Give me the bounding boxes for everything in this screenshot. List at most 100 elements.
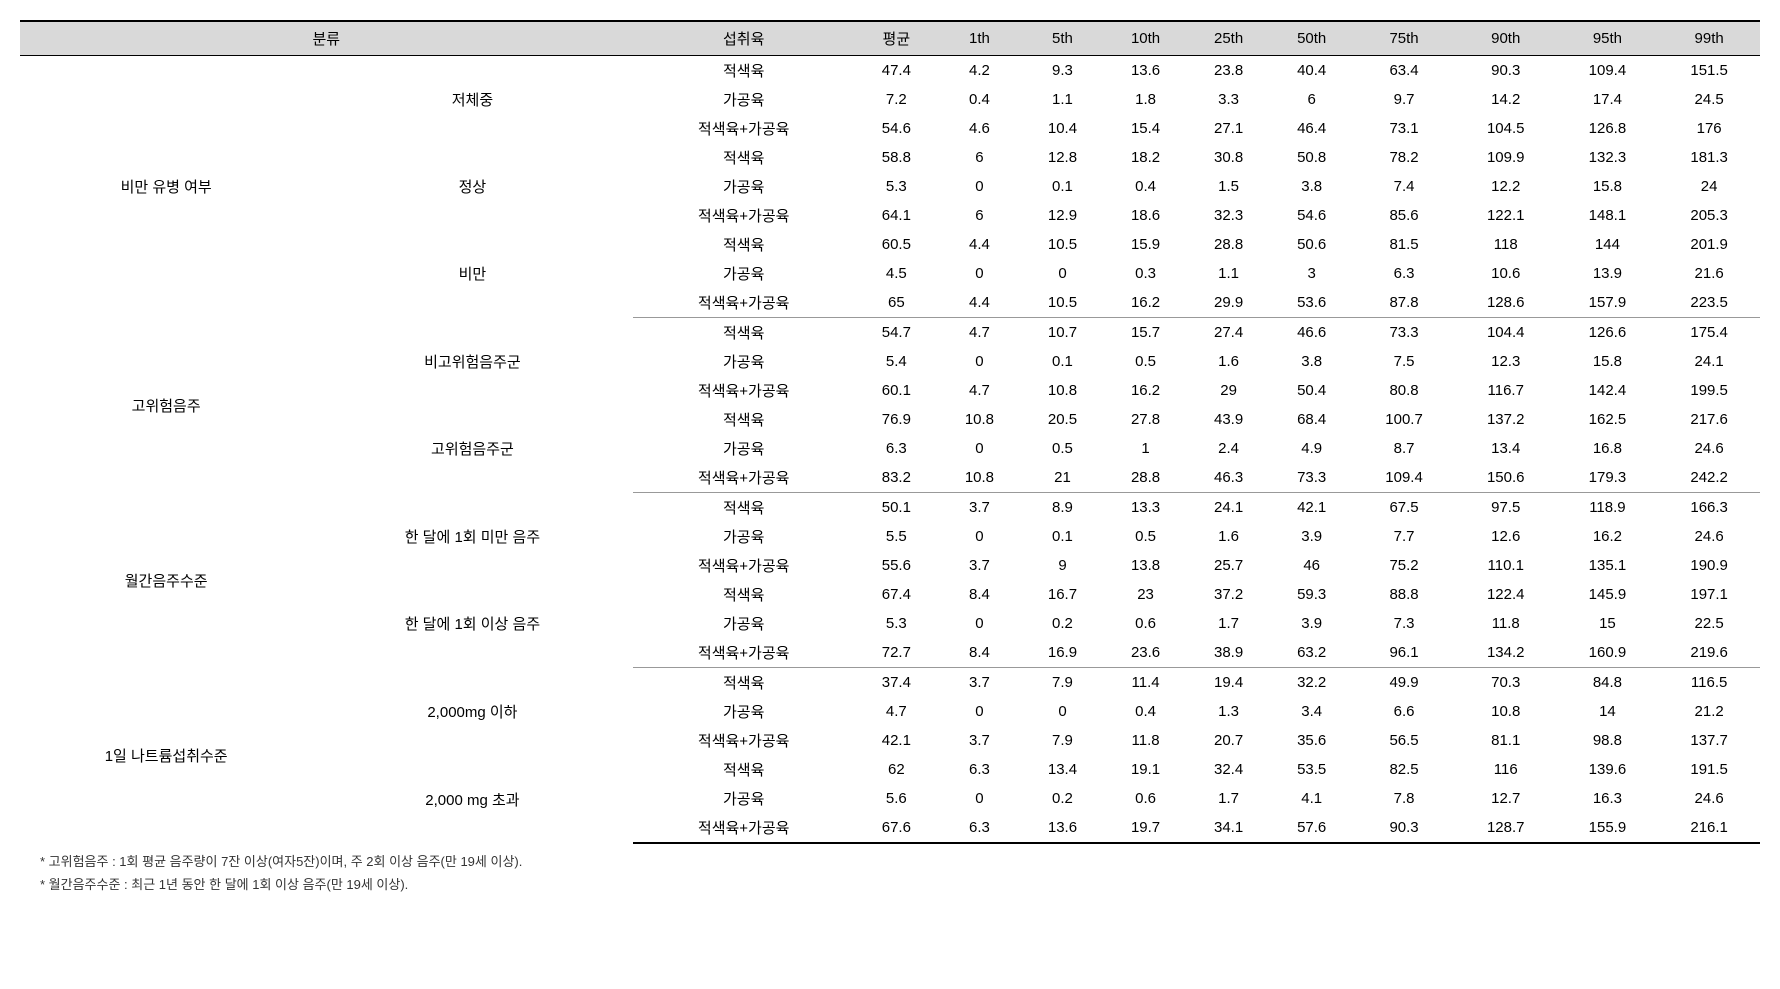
value-cell: 32.2 [1270,668,1353,698]
meat-type-cell: 적색육+가공육 [633,726,855,755]
value-cell: 4.4 [938,288,1021,318]
header-p95: 95th [1557,21,1659,56]
value-cell: 46 [1270,551,1353,580]
value-cell: 1.5 [1187,172,1270,201]
value-cell: 197.1 [1658,580,1760,609]
value-cell: 21.2 [1658,697,1760,726]
value-cell: 6.3 [855,434,938,463]
value-cell: 97.5 [1455,493,1557,523]
value-cell: 46.4 [1270,114,1353,143]
value-cell: 179.3 [1557,463,1659,493]
value-cell: 1.7 [1187,609,1270,638]
value-cell: 10.7 [1021,318,1104,348]
value-cell: 12.8 [1021,143,1104,172]
value-cell: 19.1 [1104,755,1187,784]
value-cell: 57.6 [1270,813,1353,843]
value-cell: 217.6 [1658,405,1760,434]
value-cell: 0 [938,522,1021,551]
value-cell: 1 [1104,434,1187,463]
value-cell: 7.9 [1021,668,1104,698]
value-cell: 32.4 [1187,755,1270,784]
value-cell: 13.4 [1021,755,1104,784]
value-cell: 6 [938,201,1021,230]
value-cell: 14.2 [1455,85,1557,114]
value-cell: 27.8 [1104,405,1187,434]
value-cell: 2.4 [1187,434,1270,463]
value-cell: 0 [1021,697,1104,726]
value-cell: 3.7 [938,668,1021,698]
value-cell: 4.2 [938,56,1021,86]
value-cell: 96.1 [1353,638,1455,668]
value-cell: 0.4 [1104,697,1187,726]
table-row: 비만 유병 여부저체중적색육47.44.29.313.623.840.463.4… [20,56,1760,86]
value-cell: 162.5 [1557,405,1659,434]
value-cell: 13.6 [1104,56,1187,86]
value-cell: 109.4 [1353,463,1455,493]
footnote-2: * 월간음주수준 : 최근 1년 동안 한 달에 1회 이상 음주(만 19세 … [40,875,1760,896]
value-cell: 82.5 [1353,755,1455,784]
value-cell: 0 [1021,259,1104,288]
value-cell: 23 [1104,580,1187,609]
footnote-1: * 고위험음주 : 1회 평균 음주량이 7잔 이상(여자5잔)이며, 주 2회… [40,852,1760,873]
value-cell: 110.1 [1455,551,1557,580]
meat-type-cell: 가공육 [633,434,855,463]
value-cell: 0.4 [938,85,1021,114]
value-cell: 12.3 [1455,347,1557,376]
meat-type-cell: 적색육+가공육 [633,463,855,493]
header-p25: 25th [1187,21,1270,56]
value-cell: 145.9 [1557,580,1659,609]
value-cell: 15.9 [1104,230,1187,259]
value-cell: 16.2 [1104,288,1187,318]
value-cell: 70.3 [1455,668,1557,698]
value-cell: 0.1 [1021,522,1104,551]
value-cell: 0.6 [1104,609,1187,638]
value-cell: 11.8 [1104,726,1187,755]
value-cell: 50.8 [1270,143,1353,172]
value-cell: 7.5 [1353,347,1455,376]
value-cell: 63.4 [1353,56,1455,86]
value-cell: 10.8 [1021,376,1104,405]
value-cell: 24.5 [1658,85,1760,114]
value-cell: 0.5 [1104,522,1187,551]
value-cell: 4.5 [855,259,938,288]
value-cell: 0 [938,697,1021,726]
value-cell: 3.3 [1187,85,1270,114]
value-cell: 8.4 [938,580,1021,609]
value-cell: 176 [1658,114,1760,143]
value-cell: 67.6 [855,813,938,843]
value-cell: 137.7 [1658,726,1760,755]
meat-type-cell: 적색육+가공육 [633,813,855,843]
value-cell: 8.9 [1021,493,1104,523]
header-p10: 10th [1104,21,1187,56]
value-cell: 7.9 [1021,726,1104,755]
value-cell: 126.6 [1557,318,1659,348]
value-cell: 5.3 [855,172,938,201]
value-cell: 242.2 [1658,463,1760,493]
value-cell: 199.5 [1658,376,1760,405]
value-cell: 6 [1270,85,1353,114]
value-cell: 151.5 [1658,56,1760,86]
value-cell: 13.9 [1557,259,1659,288]
value-cell: 0.5 [1021,434,1104,463]
value-cell: 116.5 [1658,668,1760,698]
value-cell: 104.5 [1455,114,1557,143]
header-p1: 1th [938,21,1021,56]
value-cell: 10.5 [1021,288,1104,318]
value-cell: 7.3 [1353,609,1455,638]
value-cell: 90.3 [1353,813,1455,843]
value-cell: 30.8 [1187,143,1270,172]
value-cell: 109.4 [1557,56,1659,86]
value-cell: 126.8 [1557,114,1659,143]
value-cell: 0.4 [1104,172,1187,201]
value-cell: 90.3 [1455,56,1557,86]
value-cell: 4.1 [1270,784,1353,813]
meat-type-cell: 적색육+가공육 [633,551,855,580]
value-cell: 60.1 [855,376,938,405]
value-cell: 29.9 [1187,288,1270,318]
value-cell: 23.6 [1104,638,1187,668]
meat-type-cell: 적색육 [633,755,855,784]
value-cell: 205.3 [1658,201,1760,230]
value-cell: 0.6 [1104,784,1187,813]
value-cell: 50.1 [855,493,938,523]
value-cell: 128.6 [1455,288,1557,318]
